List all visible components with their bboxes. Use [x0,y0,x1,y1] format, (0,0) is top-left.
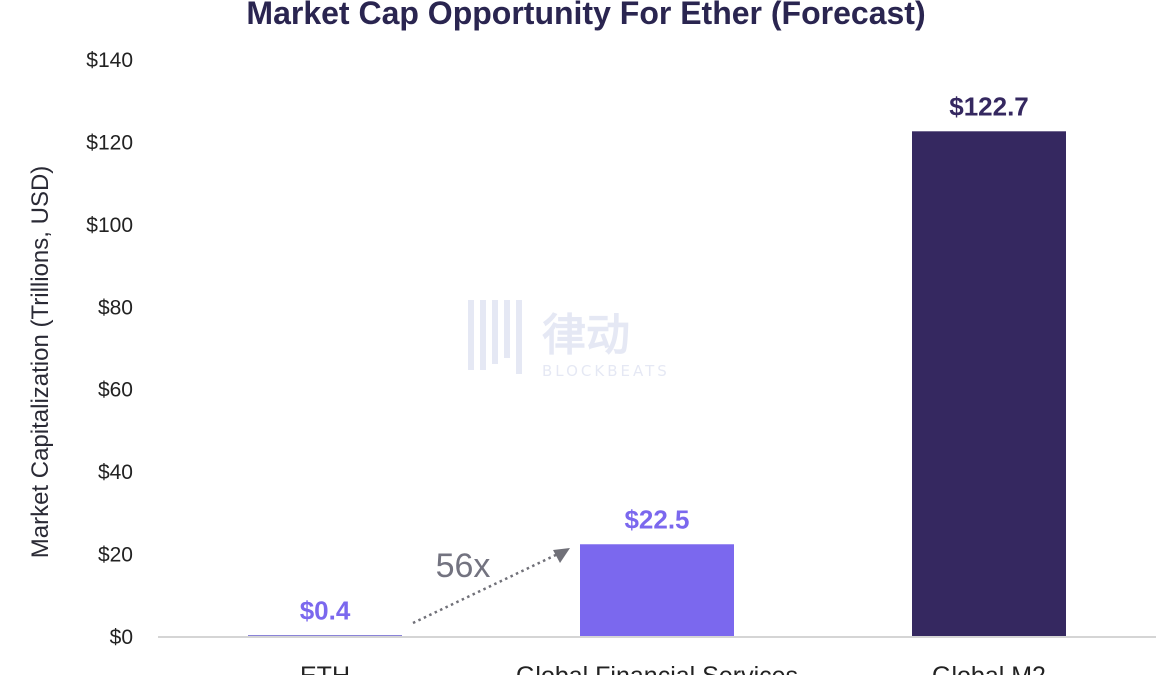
y-tick-label: $80 [98,296,133,319]
chart-title: Market Cap Opportunity For Ether (Foreca… [246,0,925,31]
y-tick-label: $140 [86,49,133,72]
watermark-brand: 律动 [542,310,630,361]
category-label: Global M2 [932,662,1046,675]
y-ticks: $0 $20 $40 $60 $80 $100 $120 $140 [86,49,133,649]
bar [580,544,734,637]
growth-annotation: 56x [412,547,570,625]
growth-arrow-head [553,548,570,563]
growth-multiplier-label: 56x [436,547,491,585]
category-label: Global Financial Services [516,662,798,675]
category-labels: ETH Global Financial Services Global M2 [300,662,1046,675]
y-tick-label: $100 [86,214,133,237]
category-label: ETH [300,662,350,675]
watermark-sub: BLOCKBEATS [542,362,670,380]
watermark-logo: 律动 BLOCKBEATS [468,300,670,380]
bar [912,131,1066,637]
bar-value-label: $22.5 [624,504,689,534]
y-tick-label: $20 [98,544,133,567]
y-tick-label: $0 [110,626,133,649]
bars: $0.4 $22.5 $122.7 [248,91,1066,637]
bar-value-label: $122.7 [949,91,1029,121]
y-tick-label: $40 [98,461,133,484]
y-tick-label: $60 [98,379,133,402]
y-tick-label: $120 [86,131,133,154]
y-axis-label: Market Capitalization (Trillions, USD) [27,166,54,559]
bar-value-label: $0.4 [300,595,351,625]
